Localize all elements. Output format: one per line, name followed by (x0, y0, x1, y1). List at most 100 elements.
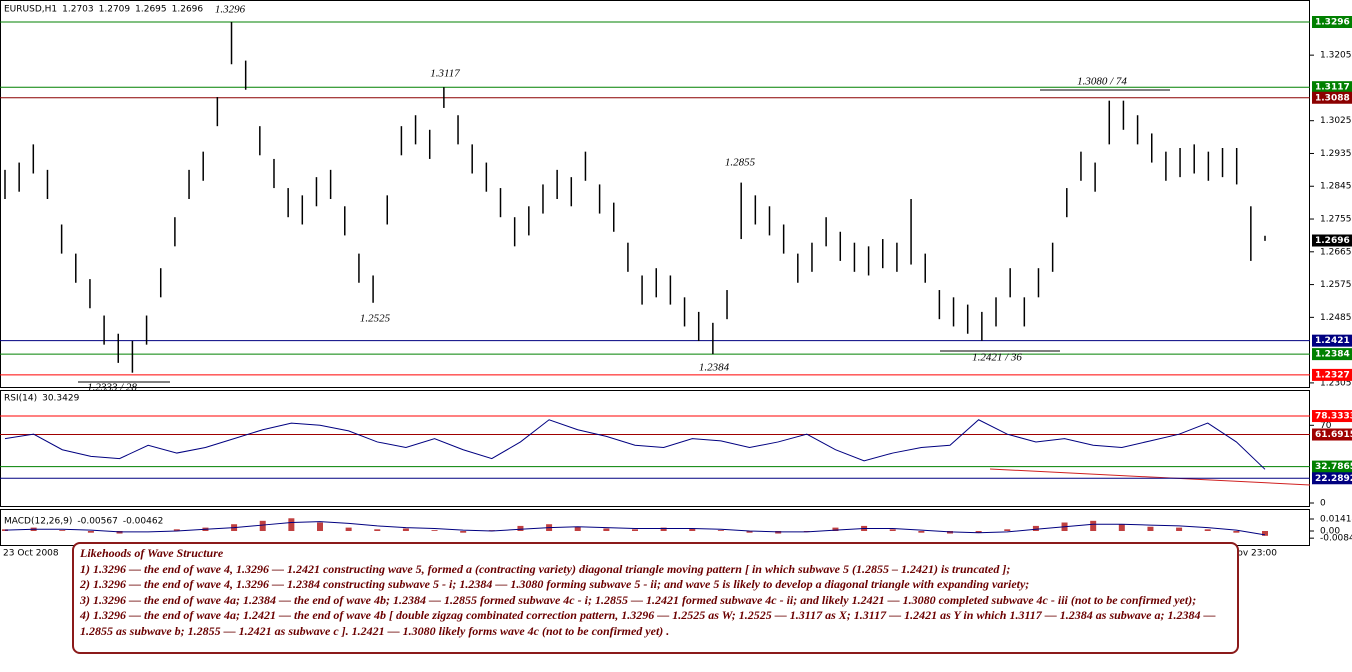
macd-bar (632, 529, 638, 532)
level-box (1312, 348, 1352, 361)
y-tick-label: 1.3205 (1320, 51, 1352, 61)
y-tick-label: 70 (1320, 421, 1332, 431)
level-box (1312, 410, 1352, 423)
macd-bar (689, 528, 696, 532)
level-label: 32.7865 (1315, 462, 1352, 472)
y-tick-label: 0 (1320, 499, 1326, 509)
macd-bar (1233, 531, 1240, 533)
wave-annotation: 1.2525 (360, 313, 391, 325)
header-text: -0.00462 (123, 517, 163, 527)
note-title: Likehoods of Wave Structure (80, 546, 224, 560)
macd-bar (660, 527, 667, 532)
y-tick-label: 1.2305 (1320, 378, 1352, 388)
macd-bar (975, 531, 982, 533)
macd-panel (0, 509, 1310, 546)
header-text: 30.3429 (42, 394, 79, 404)
macd-bar (460, 531, 467, 533)
x-axis-label: 23 Oct 2008 (3, 549, 59, 559)
y-tick-label: 1.2665 (1320, 247, 1352, 257)
level-box (1312, 16, 1352, 29)
y-tick-label: 1.3025 (1320, 116, 1352, 126)
macd-bar (59, 530, 66, 532)
level-box (1312, 472, 1352, 485)
wave-annotation: 1.2421 / 36 (972, 352, 1022, 364)
y-tick-label: 1.2845 (1320, 182, 1352, 192)
level-box (1312, 91, 1352, 104)
y-tick-label: -0.00844 (1320, 534, 1352, 544)
level-label: 1.2696 (1315, 236, 1350, 246)
header-text: 1.2703 (62, 5, 94, 15)
macd-bar (1004, 529, 1011, 532)
y-tick-label: 1.2935 (1320, 149, 1352, 159)
macd-bar (1262, 531, 1268, 536)
header-text: 1.2696 (172, 5, 204, 15)
macd-bar (746, 531, 753, 533)
y-tick-label: 1.2485 (1320, 313, 1352, 323)
level-box (1312, 234, 1352, 247)
wave-annotation: 1.3117 (430, 68, 460, 80)
macd-bar (832, 527, 839, 532)
y-tick-label: 0.01414 (1320, 515, 1352, 525)
macd-bar (374, 529, 381, 532)
macd-bar (317, 522, 323, 532)
level-label: 61.6915 (1315, 430, 1352, 440)
wave-annotation: 1.2855 (725, 157, 756, 169)
x-axis-label: 7 Nov 23:00 (1222, 549, 1277, 559)
macd-bar (574, 526, 581, 532)
y-tick-label: 1.2575 (1320, 280, 1352, 290)
level-label: 1.3117 (1315, 83, 1350, 93)
macd-bar (1176, 527, 1183, 532)
level-label: 1.2327 (1315, 370, 1350, 380)
trend-line (989, 468, 1311, 486)
header-text: 1.2695 (135, 5, 167, 15)
note-item: 1) 1.3296 — the end of wave 4, 1.3296 — … (80, 561, 1011, 576)
macd-bar (1032, 525, 1039, 532)
price-panel (0, 0, 1310, 388)
macd-bar (1118, 524, 1125, 532)
level-box (1312, 334, 1352, 347)
y-tick-label: 0.00 (1320, 527, 1340, 537)
wave-annotation: 1.2333 / 28 (87, 382, 137, 394)
rsi-panel (0, 390, 1310, 507)
macd-bar (889, 529, 896, 532)
macd-bar (345, 527, 352, 532)
macd-bar (431, 530, 438, 532)
macd-bar (173, 529, 180, 532)
level-label: 78.3333 (1315, 412, 1352, 422)
level-label: 1.2384 (1315, 350, 1350, 360)
level-box (1312, 460, 1352, 473)
header-text: 1.2709 (99, 5, 131, 15)
macd-bar (87, 531, 94, 533)
macd-bar (603, 528, 610, 532)
wave-annotation: 1.2384 (699, 362, 730, 374)
wave-annotation: 1.3296 (215, 4, 246, 16)
macd-bar (259, 520, 266, 532)
macd-bar (1090, 520, 1097, 532)
level-label: 1.2421 (1315, 336, 1350, 346)
macd-bar (717, 530, 724, 532)
rsi-line (4, 419, 1266, 470)
level-label: 1.3088 (1315, 93, 1350, 103)
level-label: 1.3296 (1315, 18, 1350, 28)
note-item: 4) 1.3296 — the end of wave 4a; 1.2421 —… (80, 608, 1216, 638)
signal-line (4, 521, 1266, 536)
macd-bar (402, 528, 409, 532)
note-item: 2) 1.3296 — the end of wave 4, 1.3296 — … (80, 577, 1030, 591)
level-box (1312, 368, 1352, 381)
note-item: 3) 1.3296 — the end of wave 4a; 1.2384 —… (80, 592, 1197, 607)
header-text: EURUSD,H1 (4, 5, 57, 15)
y-tick-label: 1.2755 (1320, 215, 1352, 225)
macd-bar (1204, 529, 1211, 532)
header-text: -0.00567 (77, 517, 117, 527)
header-text: RSI(14) (4, 394, 37, 404)
macd-bar (288, 518, 295, 532)
wave-annotation: 1.3080 / 74 (1077, 76, 1127, 88)
level-label: 22.2892 (1315, 474, 1352, 484)
level-box (1312, 81, 1352, 94)
macd-bar (517, 525, 524, 532)
macd-bar (1147, 526, 1154, 532)
level-box (1312, 428, 1352, 441)
wave-note: Likehoods of Wave Structure 1) 1.3296 — … (72, 542, 1239, 654)
